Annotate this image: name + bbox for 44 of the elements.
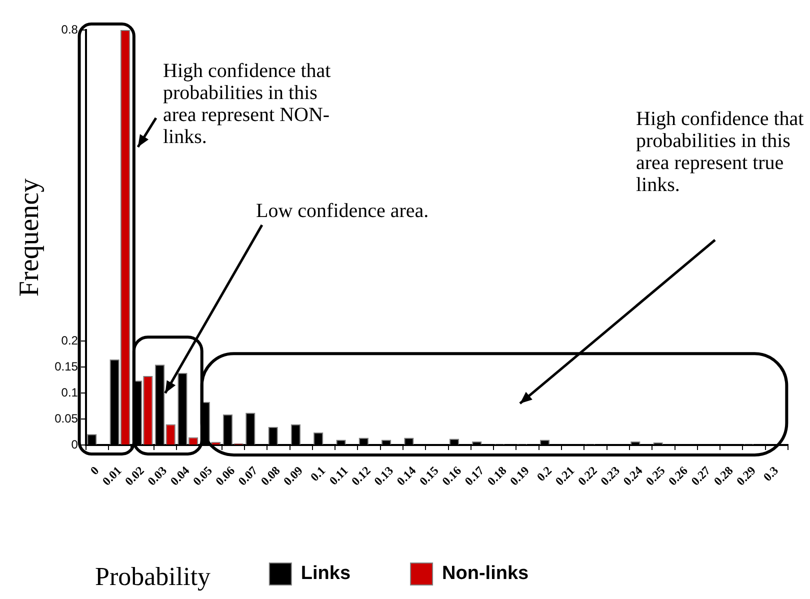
x-tick-label: 0.1 [308,463,328,484]
x-tick-label: 0.22 [575,463,600,488]
x-tick-label: 0.16 [439,463,464,488]
y-tick-label: 0.8 [61,22,78,36]
x-tick-label: 0.06 [212,463,238,488]
x-tick-label: 0.19 [507,463,532,488]
x-tick-label: 0.03 [144,463,170,488]
x-tick-label: 0.17 [462,463,487,488]
y-tick-label: 0.1 [61,385,78,400]
x-tick-label: 0.15 [416,463,442,488]
x-tick-label: 0.12 [348,463,374,488]
x-tick-label: 0.26 [666,463,690,488]
annotation: High confidence that probabilities in this area represent NON-links. [163,60,332,148]
x-tick-label: 0.24 [620,463,646,488]
x-tick-label: 0.05 [190,463,215,488]
x-tick-label: 0.28 [710,463,736,488]
x-tick-label: 0.14 [394,463,419,488]
x-tick-label: 0.09 [280,463,306,488]
y-tick-label: 0.05 [54,411,78,426]
y-axis-title: Frequency [14,178,46,297]
x-tick-label: 0.13 [371,463,396,488]
x-axis-title: Probability [95,562,211,592]
x-tick-label: 0.02 [122,463,147,488]
x-tick-label: 0.23 [598,463,622,488]
legend-label: Non-links [442,563,529,584]
y-tick-label: 0 [71,437,78,452]
annotation: Low confidence area. [256,200,430,222]
x-tick-label: 0.27 [688,463,714,488]
y-tick-label: 0.15 [54,359,78,374]
annotation: High confidence that probabilities in this area represent true links. [636,108,805,196]
x-tick-label: 0.11 [326,463,351,488]
x-tick-label: 0.3 [760,463,781,484]
x-tick-label: 0.25 [643,463,668,488]
x-tick-label: 0.01 [99,463,124,488]
y-tick-label: 0.2 [61,334,78,348]
x-tick-label: 0.08 [258,463,283,488]
legend-label: Links [300,563,351,584]
x-tick-label: 0 [87,463,102,478]
x-tick-label: 0.07 [235,463,260,488]
x-tick-label: 0.29 [734,463,758,488]
x-tick-label: 0.21 [552,463,578,488]
x-tick-label: 0.18 [484,463,510,488]
x-tick-label: 0.04 [167,463,192,488]
x-tick-label: 0.2 [534,463,555,484]
